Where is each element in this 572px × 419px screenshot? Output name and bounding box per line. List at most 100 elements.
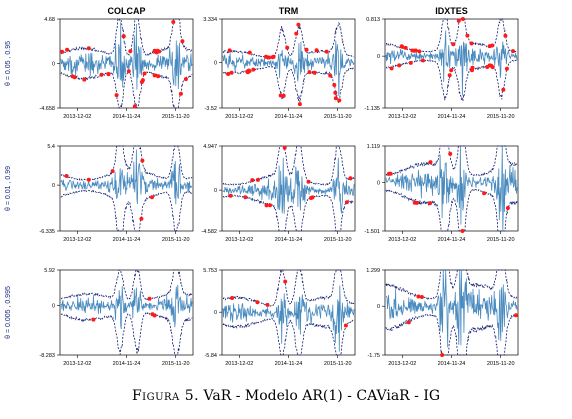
exceedance-point [147, 296, 152, 301]
exceedance-point [309, 196, 313, 200]
exceedance-point [511, 49, 515, 54]
y-tick-label: 0 [52, 62, 55, 68]
exceedance-point [304, 47, 309, 52]
exceedance-point [126, 69, 131, 74]
exceedance-point [150, 312, 155, 317]
exceedance-point [294, 31, 299, 36]
exceedance-point [470, 65, 475, 70]
lower-var-line [222, 65, 355, 103]
x-tick-label: 2014-11-24 [113, 237, 141, 243]
exceedance-point [469, 41, 474, 46]
exceedance-point [183, 77, 188, 82]
exceedance-point [281, 93, 286, 98]
returns-line [222, 285, 355, 352]
y-tick-label: -1.135 [364, 106, 380, 112]
exceedance-point [412, 200, 417, 205]
plot-frame [384, 269, 519, 356]
exceedance-point [343, 323, 348, 328]
y-tick-label: 0 [214, 188, 217, 194]
exceedance-point [246, 68, 251, 73]
exceedance-point [332, 83, 337, 87]
exceedance-point [278, 93, 283, 98]
exceedance-point [408, 60, 413, 65]
exceedance-point [348, 176, 353, 181]
exceedance-point [132, 104, 137, 109]
exceedance-point [264, 54, 268, 59]
exceedance-point [268, 203, 272, 208]
y-tick-label: -6.335 [39, 229, 55, 235]
exceedance-point [229, 70, 234, 75]
x-tick-label: 2014-11-24 [275, 361, 303, 367]
exceedance-point [243, 195, 248, 200]
exceedance-point [333, 96, 338, 101]
x-tick-label: 2014-11-24 [113, 114, 141, 120]
y-tick-label: 0 [377, 54, 380, 60]
exceedance-point [157, 49, 162, 54]
x-tick-label: 2015-11-20 [162, 114, 190, 120]
y-tick-label: 1.119 [367, 144, 380, 150]
returns-line [385, 269, 518, 348]
lower-var-line [385, 188, 518, 232]
exceedance-point [504, 66, 509, 71]
exceedance-point [91, 317, 96, 322]
row-label: θ = 0.005 , 0.995 [5, 286, 12, 339]
y-tick-label: 1.299 [366, 268, 380, 274]
exceedance-point [389, 66, 394, 71]
exceedance-point [230, 296, 235, 300]
exceedance-point [283, 279, 288, 284]
row-label: θ = 0.01 , 0.99 [5, 166, 12, 211]
lower-var-line [60, 70, 193, 109]
exceedance-point [312, 70, 317, 75]
upper-var-line [222, 269, 355, 307]
x-tick-label: 2015-11-20 [324, 361, 352, 367]
lower-var-line [386, 59, 518, 102]
x-tick-label: 2014-11-24 [438, 361, 466, 367]
x-tick-label: 2015-11-20 [324, 114, 352, 120]
exceedance-point [306, 179, 311, 184]
exceedance-point [271, 54, 276, 59]
exceedance-point [264, 203, 269, 208]
exceedance-point [333, 90, 338, 95]
x-tick-label: 2015-11-20 [487, 361, 515, 367]
exceedance-point [460, 17, 465, 21]
exceedance-point [485, 65, 490, 69]
exceedance-point [337, 98, 342, 103]
exceedance-point [514, 313, 518, 318]
y-tick-label: -3.52 [204, 106, 217, 112]
exceedance-point [86, 46, 91, 51]
exceedance-point [307, 70, 312, 75]
returns-line [60, 149, 193, 205]
exceedance-point [344, 200, 349, 205]
lower-var-line [222, 317, 355, 356]
figure-caption: Figura 5. VaR - Modelo AR(1) - CAViaR - … [0, 388, 572, 404]
upper-var-line [385, 145, 518, 177]
exceedance-point [440, 353, 445, 357]
exceedance-point [226, 72, 231, 76]
x-tick-label: 2014-11-24 [438, 237, 466, 243]
exceedance-point [285, 45, 290, 50]
y-tick-label: 0 [214, 310, 217, 316]
exceedance-point [99, 72, 104, 77]
exceedance-point [152, 73, 157, 78]
y-tick-label: 5.4 [47, 144, 55, 150]
exceedance-point [296, 22, 301, 27]
exceedance-point [465, 33, 470, 38]
panel: 5.753 0 -5.84 2013-12-02 2014-11-24 2015-11-2… [203, 268, 356, 367]
upper-var-line [386, 18, 518, 53]
y-tick-label: -8.283 [39, 353, 55, 359]
row-label: θ = 0.05 , 0.95 [5, 41, 12, 86]
x-tick-label: 2015-11-20 [487, 237, 515, 243]
exceedance-point [447, 73, 452, 78]
returns-line [222, 40, 355, 96]
panel: 4.947 0 -4.582 2013-12-02 2014-11-24 2015-11-… [201, 144, 356, 243]
column-title: IDXTES [435, 6, 468, 16]
x-tick-label: 2015-11-20 [162, 361, 190, 367]
exceedance-point [255, 177, 260, 182]
exceedance-point [324, 49, 329, 54]
panel: 5.92 0 -8.283 2013-12-02 2014-11-24 2015-11-2… [39, 268, 194, 367]
y-tick-label: 0.813 [366, 17, 380, 23]
x-tick-label: 2014-11-24 [113, 361, 141, 367]
y-tick-label: 0 [52, 183, 55, 189]
x-tick-label: 2013-12-02 [388, 361, 416, 367]
x-tick-label: 2013-12-02 [225, 361, 253, 367]
